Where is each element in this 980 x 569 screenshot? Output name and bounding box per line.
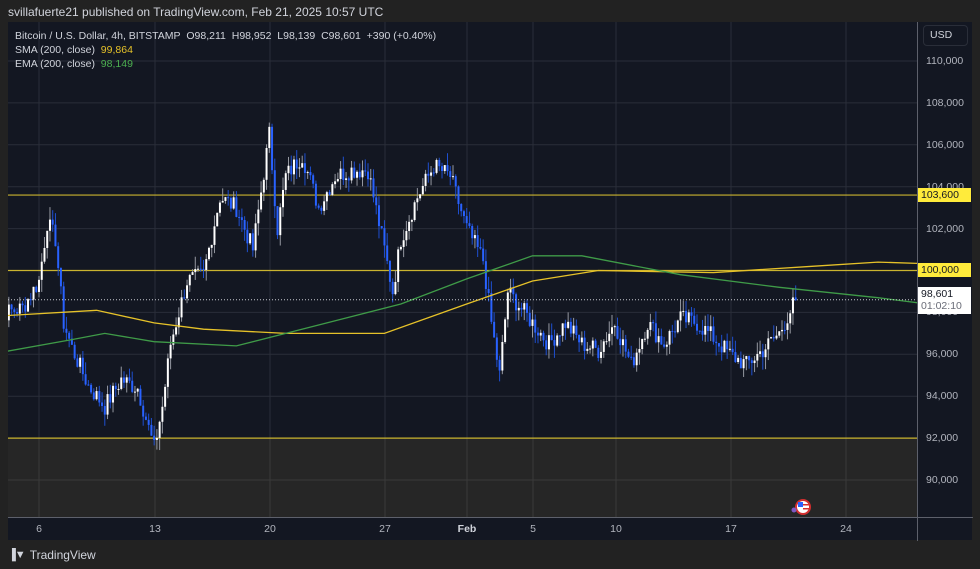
time-tick: 17 [725, 523, 737, 535]
price-tick: 90,000 [926, 474, 959, 486]
ohlc-low: L98,139 [277, 30, 316, 42]
tradingview-logo-icon: ▐▼ [8, 549, 26, 561]
ohlc-close: C98,601 [321, 30, 361, 42]
sma-value: 99,864 [100, 44, 133, 56]
price-tick: 94,000 [926, 390, 959, 403]
ohlc-high: H98,952 [231, 30, 272, 42]
time-tick: 27 [379, 523, 391, 535]
last-price-value: 98,601 [921, 288, 954, 300]
chart-frame: Bitcoin / U.S. Dollar, 4h, BITSTAMP O98,… [8, 22, 973, 541]
ohlc-open: O98,211 [186, 30, 226, 42]
time-tick: 24 [840, 523, 852, 535]
ema-legend-row[interactable]: EMA (200, close) 98,149 [15, 57, 436, 71]
resistance-high-tag: 103,600 [918, 188, 971, 202]
time-tick: 10 [610, 523, 622, 535]
price-tick: 110,000 [926, 55, 964, 67]
price-change: +390 (+0.40%) [366, 30, 437, 42]
chart-legend: Bitcoin / U.S. Dollar, 4h, BITSTAMP O98,… [15, 29, 436, 71]
sma-label: SMA (200, close) [15, 44, 95, 56]
symbol-name: Bitcoin / U.S. Dollar, 4h, BITSTAMP [15, 30, 181, 42]
candlestick-chart [8, 22, 917, 517]
time-tick: 13 [149, 523, 161, 535]
publish-info: svillafuerte21 published on TradingView.… [8, 5, 384, 19]
time-axis[interactable]: 6 13 20 27 Feb 5 10 17 24 [8, 517, 917, 541]
ema-value: 98,149 [100, 58, 133, 70]
sma-legend-row[interactable]: SMA (200, close) 99,864 [15, 43, 436, 57]
candle-countdown: 01:02:10 [921, 300, 962, 312]
time-tick: 6 [36, 523, 42, 535]
price-tick: 108,000 [926, 96, 964, 109]
price-tick: 92,000 [926, 432, 959, 445]
chart-plot-area[interactable]: Bitcoin / U.S. Dollar, 4h, BITSTAMP O98,… [8, 22, 917, 517]
price-tick: 106,000 [926, 138, 964, 151]
time-tick: 5 [530, 523, 536, 535]
time-tick: 20 [264, 523, 276, 535]
resistance-low-tag: 100,000 [918, 263, 971, 277]
ema-label: EMA (200, close) [15, 58, 95, 70]
symbol-legend-row[interactable]: Bitcoin / U.S. Dollar, 4h, BITSTAMP O98,… [15, 29, 436, 43]
footer-brand: TradingView [29, 548, 96, 562]
price-tick: 102,000 [926, 222, 964, 235]
axis-corner [917, 517, 973, 541]
last-price-tag: 98,601 01:02:10 [918, 287, 971, 314]
footer: ▐▼ TradingView [8, 548, 96, 562]
time-tick: Feb [457, 523, 477, 535]
price-tick: 96,000 [926, 348, 959, 361]
price-axis[interactable]: USD 110,000108,000106,000104,000102,0001… [917, 22, 973, 517]
currency-button[interactable]: USD [923, 25, 968, 46]
